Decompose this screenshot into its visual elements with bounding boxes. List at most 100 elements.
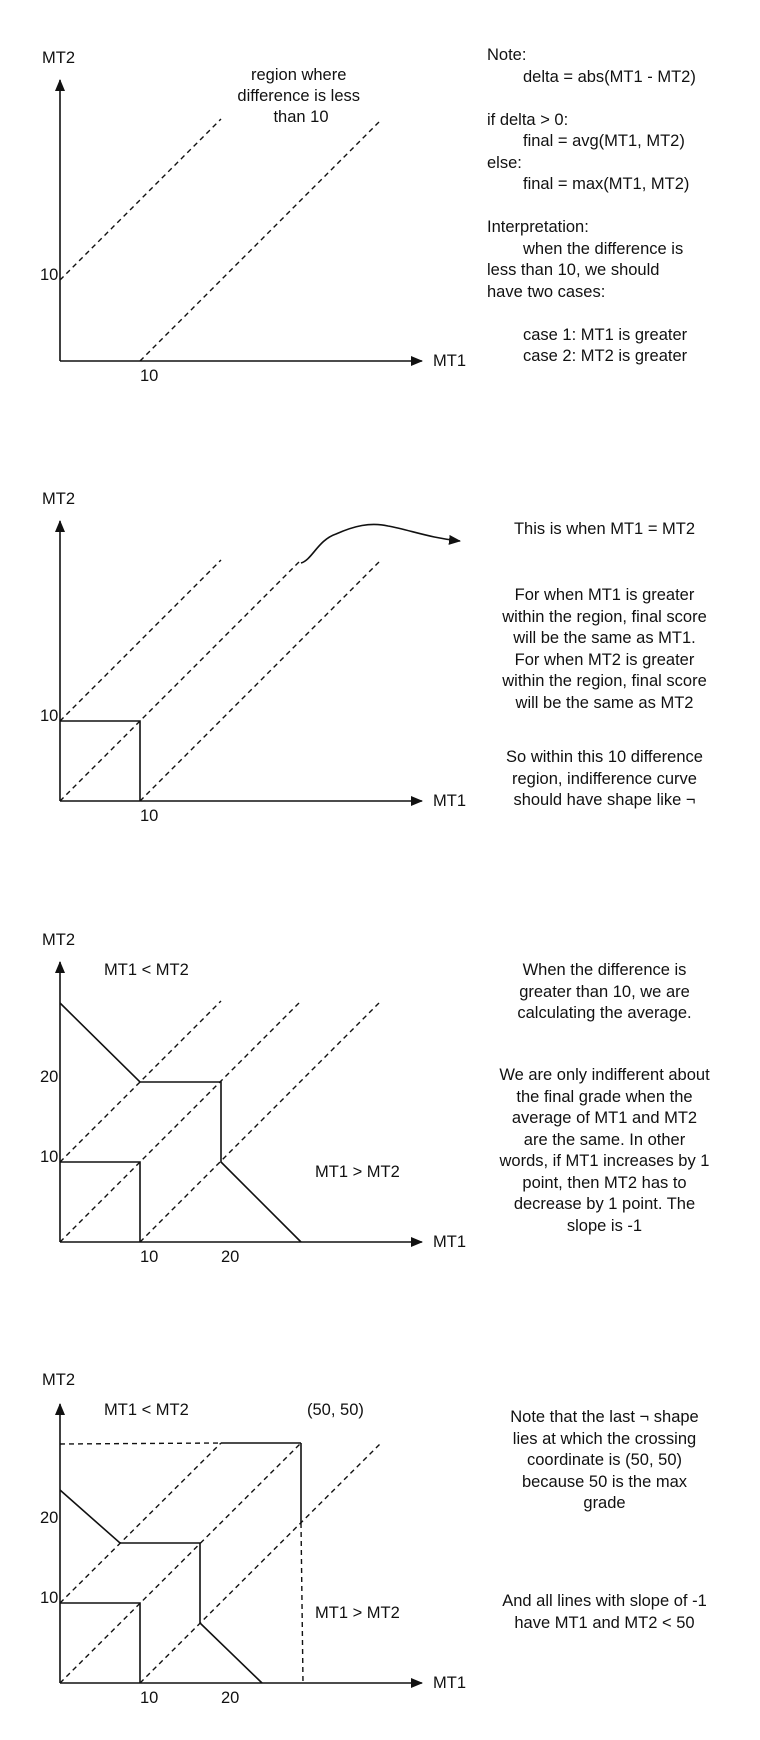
note-line: average of MT1 and MT2	[511, 1109, 698, 1127]
note-line: case 1: MT1 is greater	[523, 325, 688, 344]
indifference-curve	[60, 720, 141, 801]
upper-boundary-dashed	[59, 559, 222, 722]
upper-boundary-dashed	[59, 118, 222, 281]
note-line: And all lines with slope of -1	[502, 1592, 707, 1610]
note-line: will be the same as MT2	[515, 693, 694, 712]
note-line: Note that the last ¬ shape	[510, 1408, 699, 1426]
max-top-dashed	[59, 1442, 222, 1445]
note-panel-4-para-2: And all lines with slope of -1 have MT1 …	[472, 1591, 737, 1634]
equal-line-dashed	[59, 559, 302, 802]
note-line: So within this 10 difference	[506, 748, 703, 766]
region-label-upper: MT1 < MT2	[104, 1401, 189, 1419]
note-line: Interpretation:	[487, 218, 589, 236]
note-line: point, then MT2 has to	[522, 1173, 687, 1192]
y-tick-20: 20	[40, 1068, 58, 1086]
note-line: case 2: MT2 is greater	[523, 347, 688, 365]
note-spacer	[487, 303, 747, 325]
equal-line-dashed	[59, 1000, 302, 1243]
note-line: have two cases:	[487, 282, 606, 301]
x-axis-label: MT1	[433, 352, 466, 370]
note-line: because 50 is the max	[521, 1472, 688, 1491]
note-line: For when MT1 is greater	[514, 586, 695, 604]
note-panel-3-para-2: We are only indifferent about the final …	[472, 1065, 737, 1237]
note-line: slope is -1	[566, 1216, 643, 1235]
indifference-curve-20	[59, 1002, 302, 1243]
lower-boundary-dashed	[139, 1000, 382, 1243]
note-line: final = avg(MT1, MT2)	[523, 132, 685, 150]
note-line: else:	[487, 153, 522, 172]
note-panel-1: Note: delta = abs(MT1 - MT2) if delta > …	[487, 45, 747, 368]
equal-line-dashed	[59, 1442, 302, 1684]
x-axis-label: MT1	[433, 792, 466, 810]
note-line: will be the same as MT1.	[513, 629, 696, 647]
note-line: less than 10, we should	[487, 261, 660, 279]
x-tick-10: 10	[140, 807, 158, 825]
note-line: grade	[583, 1494, 626, 1512]
y-axis-label: MT2	[42, 931, 75, 949]
x-tick-20: 20	[221, 1689, 239, 1707]
note-line: if delta > 0:	[487, 110, 569, 129]
x-tick-20: 20	[221, 1248, 239, 1266]
note-line: For when MT2 is greater	[514, 650, 695, 669]
note-line: when the difference is	[523, 239, 684, 258]
indifference-curve-10	[60, 1602, 141, 1683]
note-line: words, if MT1 increases by 1	[499, 1152, 710, 1170]
x-tick-10: 10	[140, 1689, 158, 1707]
note-line: the final grade when the	[516, 1087, 693, 1106]
x-axis-label: MT1	[433, 1233, 466, 1251]
y-tick-10: 10	[40, 707, 58, 725]
note-line: have MT1 and MT2 < 50	[514, 1613, 695, 1632]
max-point-label: (50, 50)	[307, 1401, 364, 1419]
region-label: region where difference is less than 10	[237, 66, 364, 126]
region-label-line-3: than 10	[273, 108, 328, 126]
indifference-curve-20	[59, 1489, 263, 1684]
panel-3	[55, 961, 423, 1247]
region-label-upper: MT1 < MT2	[104, 961, 189, 979]
note-line: decrease by 1 point. The	[513, 1195, 696, 1213]
max-right-dashed	[300, 1522, 304, 1684]
note-line: within the region, final score	[502, 607, 707, 626]
note-arrow-text: This is when MT1 = MT2	[482, 519, 727, 541]
lower-boundary-dashed	[139, 559, 382, 802]
note-line: greater than 10, we are	[519, 982, 690, 1001]
note-line: delta = abs(MT1 - MT2)	[523, 67, 696, 86]
note-spacer	[487, 88, 747, 110]
y-tick-20: 20	[40, 1509, 58, 1527]
y-tick-10: 10	[40, 1148, 58, 1166]
lower-boundary-dashed	[139, 119, 382, 362]
note-line: final = max(MT1, MT2)	[523, 175, 690, 193]
y-axis-label: MT2	[42, 490, 75, 508]
upper-boundary-dashed	[59, 1442, 222, 1604]
y-axis-label: MT2	[42, 49, 75, 67]
indifference-curve-10	[60, 1161, 141, 1242]
x-axis-label: MT1	[433, 1674, 466, 1692]
arrow-text: This is when MT1 = MT2	[513, 520, 696, 538]
note-panel-2-para-2: So within this 10 difference region, ind…	[472, 747, 737, 812]
note-line: When the difference is	[522, 961, 687, 979]
y-tick-10: 10	[40, 266, 58, 284]
region-label-line-2: difference is less	[237, 87, 360, 105]
note-line: region, indifference curve	[512, 769, 697, 788]
note-line: calculating the average.	[517, 1004, 692, 1022]
panel-4	[55, 1403, 423, 1688]
note-line: coordinate is (50, 50)	[526, 1451, 682, 1469]
note-line: Note:	[487, 46, 527, 64]
panel-1	[55, 79, 423, 366]
panel-2	[55, 520, 461, 806]
region-label-lower: MT1 > MT2	[315, 1163, 400, 1181]
upper-boundary-dashed	[59, 1000, 222, 1163]
region-label-line-1: region where	[251, 66, 346, 84]
x-tick-10: 10	[140, 1248, 158, 1266]
note-panel-2-para-1: For when MT1 is greater within the regio…	[472, 585, 737, 714]
curved-arrow	[300, 523, 461, 564]
lower-boundary-dashed	[139, 1442, 382, 1684]
note-line: We are only indifferent about	[499, 1066, 710, 1084]
note-panel-3-para-1: When the difference is greater than 10, …	[472, 960, 737, 1025]
x-tick-10: 10	[140, 367, 158, 385]
y-tick-10: 10	[40, 1589, 58, 1607]
y-axis-label: MT2	[42, 1371, 75, 1389]
note-line: lies at which the crossing	[512, 1429, 697, 1448]
note-line: should have shape like ¬	[513, 791, 696, 809]
note-panel-4-para-1: Note that the last ¬ shape lies at which…	[472, 1407, 737, 1515]
